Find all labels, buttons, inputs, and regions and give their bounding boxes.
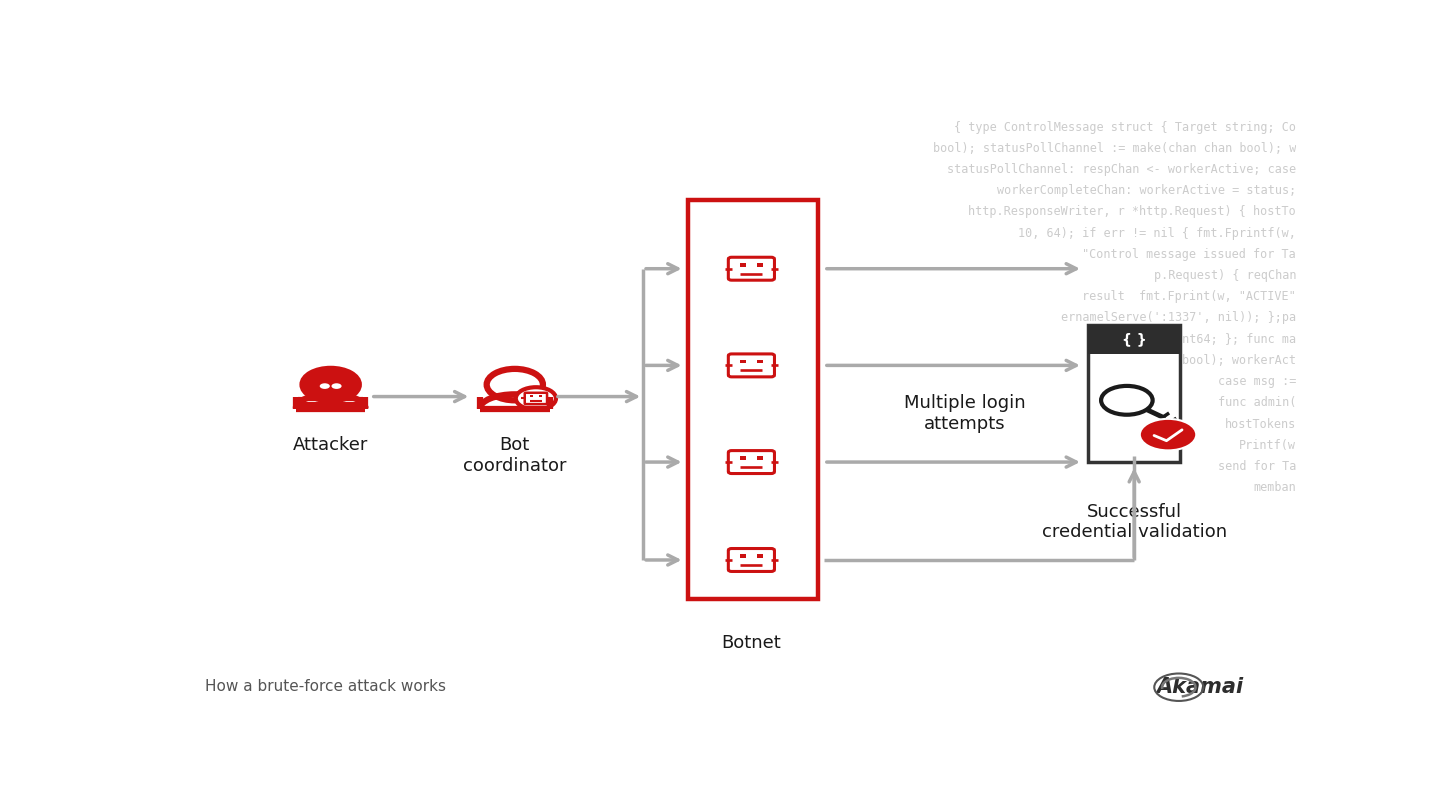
FancyBboxPatch shape xyxy=(688,200,818,599)
Text: case msg :=: case msg := xyxy=(1218,375,1296,388)
Bar xyxy=(740,263,746,266)
Circle shape xyxy=(331,383,341,389)
Bar xyxy=(302,382,359,390)
Text: result  fmt.Fprint(w, "ACTIVE": result fmt.Fprint(w, "ACTIVE" xyxy=(1083,290,1296,303)
Text: func admin(: func admin( xyxy=(1218,396,1296,409)
Text: statusPollChannel: respChan <- workerActive; case: statusPollChannel: respChan <- workerAct… xyxy=(948,163,1296,176)
Text: Bot
coordinator: Bot coordinator xyxy=(464,436,566,475)
Text: Botnet: Botnet xyxy=(721,633,782,651)
Bar xyxy=(539,395,541,398)
Text: hostTokens: hostTokens xyxy=(1225,417,1296,431)
Bar xyxy=(740,554,746,558)
Bar xyxy=(756,554,763,558)
Bar xyxy=(740,360,746,364)
Circle shape xyxy=(1140,419,1197,450)
Text: Akamai: Akamai xyxy=(1156,677,1244,697)
Circle shape xyxy=(516,387,556,410)
Text: memban: memban xyxy=(1253,481,1296,494)
Circle shape xyxy=(302,369,359,400)
Text: "Control message issued for Ta: "Control message issued for Ta xyxy=(1083,248,1296,261)
Text: int64; }; func ma: int64; }; func ma xyxy=(1175,333,1296,346)
Bar xyxy=(530,395,533,398)
Bar xyxy=(740,457,746,460)
Text: Successful
credential validation: Successful credential validation xyxy=(1041,502,1227,541)
Bar xyxy=(756,457,763,460)
Bar xyxy=(1089,325,1179,354)
Text: Attacker: Attacker xyxy=(292,436,369,454)
Text: bool); statusPollChannel := make(chan chan bool); w: bool); statusPollChannel := make(chan ch… xyxy=(933,142,1296,155)
Text: Printf(w: Printf(w xyxy=(1238,439,1296,452)
Circle shape xyxy=(320,383,330,389)
Text: workerCompleteChan: workerActive = status;: workerCompleteChan: workerActive = statu… xyxy=(996,184,1296,198)
Text: 10, 64); if err != nil { fmt.Fprintf(w,: 10, 64); if err != nil { fmt.Fprintf(w, xyxy=(1018,227,1296,240)
Text: { type ControlMessage struct { Target string; Co: { type ControlMessage struct { Target st… xyxy=(953,121,1296,134)
Text: Multiple login
attempts: Multiple login attempts xyxy=(904,394,1025,433)
Text: send for Ta: send for Ta xyxy=(1218,460,1296,473)
Text: bool); workerAct: bool); workerAct xyxy=(1182,354,1296,367)
Text: How a brute-force attack works: How a brute-force attack works xyxy=(204,679,445,694)
Text: http.ResponseWriter, r *http.Request) { hostTo: http.ResponseWriter, r *http.Request) { … xyxy=(968,206,1296,219)
Bar xyxy=(756,263,763,266)
Text: p.Request) { reqChan: p.Request) { reqChan xyxy=(1153,269,1296,282)
FancyBboxPatch shape xyxy=(1089,325,1179,462)
Text: { }: { } xyxy=(1122,332,1146,346)
Bar xyxy=(756,360,763,364)
Text: ernamelServe(':1337', nil)); };pa: ernamelServe(':1337', nil)); };pa xyxy=(1061,312,1296,325)
